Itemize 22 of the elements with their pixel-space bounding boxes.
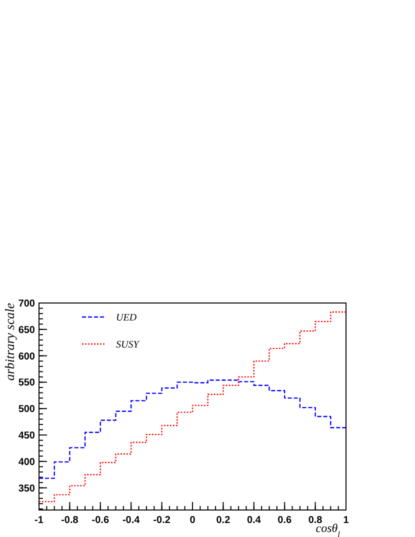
y-tick-label: 550 [18,378,36,389]
x-tick-label: -0.6 [92,515,110,526]
x-tick-label: 0 [190,515,196,526]
y-tick-label: 700 [18,298,36,310]
x-tick-label: 0.2 [216,515,231,526]
legend-label: SUSY [116,340,140,350]
x-tick-label: -1 [34,515,44,526]
y-tick-label: 350 [18,483,36,494]
x-tick-label: 0.8 [308,515,323,526]
x-tick-label: 1 [343,515,350,526]
legend-label: UED [116,312,138,324]
x-tick-label: 0.6 [278,515,292,526]
x-tick-label: -0.2 [153,515,171,526]
y-tick-label: 400 [18,456,36,468]
x-tick-label: -0.8 [61,515,79,526]
y-tick-label: 650 [18,324,36,336]
x-tick-label: 0.4 [246,515,262,526]
y-tick-label: 500 [18,404,36,416]
y-tick-label: 600 [18,351,36,362]
y-axis-title: arbitrary scale [2,302,17,381]
y-tick-label: 450 [18,430,36,442]
x-tick-label: -0.4 [122,515,140,526]
